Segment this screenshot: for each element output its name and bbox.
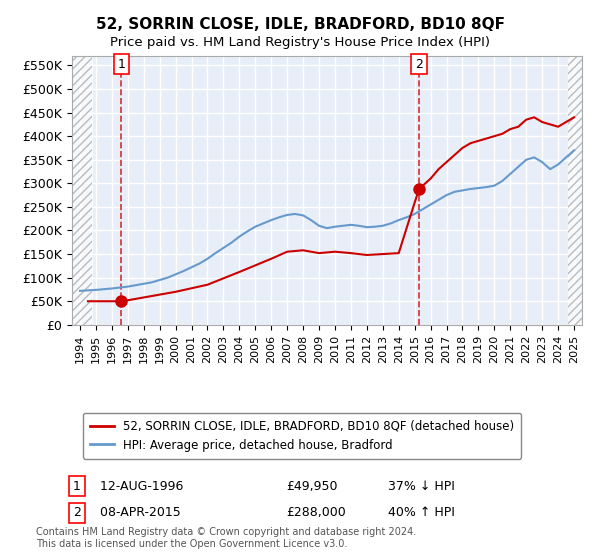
52, SORRIN CLOSE, IDLE, BRADFORD, BD10 8QF (detached house) <box>554 123 562 130</box>
Text: £49,950: £49,950 <box>286 479 338 493</box>
HPI: Average price, detached house, Bradford: (1.99e+03, 7.2e+04): Average price, detached house, Bradford:… <box>76 287 83 294</box>
52, SORRIN CLOSE, IDLE, BRADFORD, BD10 8QF (detached house) <box>515 123 522 130</box>
52, SORRIN CLOSE, IDLE, BRADFORD, BD10 8QF (detached house) <box>547 121 554 128</box>
52, SORRIN CLOSE, IDLE, BRADFORD, BD10 8QF (detached house) <box>562 119 569 125</box>
HPI: Average price, detached house, Bradford: (2.01e+03, 2.05e+05): Average price, detached house, Bradford:… <box>323 225 331 231</box>
52, SORRIN CLOSE, IDLE, BRADFORD, BD10 8QF (detached house) <box>140 294 148 301</box>
Bar <box>568 56 582 325</box>
52, SORRIN CLOSE, IDLE, BRADFORD, BD10 8QF (detached house) <box>435 166 442 172</box>
52, SORRIN CLOSE, IDLE, BRADFORD, BD10 8QF (detached house) <box>523 116 530 123</box>
Bar <box>72 56 92 325</box>
52, SORRIN CLOSE, IDLE, BRADFORD, BD10 8QF (detached house) <box>284 248 291 255</box>
Text: 08-APR-2015: 08-APR-2015 <box>92 506 181 520</box>
52, SORRIN CLOSE, IDLE, BRADFORD, BD10 8QF (detached house) <box>268 255 275 262</box>
Legend: 52, SORRIN CLOSE, IDLE, BRADFORD, BD10 8QF (detached house), HPI: Average price,: 52, SORRIN CLOSE, IDLE, BRADFORD, BD10 8… <box>83 413 521 459</box>
Line: 52, SORRIN CLOSE, IDLE, BRADFORD, BD10 8QF (detached house): 52, SORRIN CLOSE, IDLE, BRADFORD, BD10 8… <box>88 117 574 301</box>
Line: HPI: Average price, detached house, Bradford: HPI: Average price, detached house, Brad… <box>80 150 574 291</box>
HPI: Average price, detached house, Bradford: (2.02e+03, 2.45e+05): Average price, detached house, Bradford:… <box>419 206 426 213</box>
52, SORRIN CLOSE, IDLE, BRADFORD, BD10 8QF (detached house) <box>118 298 125 305</box>
52, SORRIN CLOSE, IDLE, BRADFORD, BD10 8QF (detached house) <box>415 185 422 192</box>
52, SORRIN CLOSE, IDLE, BRADFORD, BD10 8QF (detached house) <box>379 251 386 258</box>
52, SORRIN CLOSE, IDLE, BRADFORD, BD10 8QF (detached house) <box>85 298 92 305</box>
52, SORRIN CLOSE, IDLE, BRADFORD, BD10 8QF (detached house) <box>499 130 506 137</box>
52, SORRIN CLOSE, IDLE, BRADFORD, BD10 8QF (detached house) <box>316 250 323 256</box>
52, SORRIN CLOSE, IDLE, BRADFORD, BD10 8QF (detached house) <box>483 135 490 142</box>
52, SORRIN CLOSE, IDLE, BRADFORD, BD10 8QF (detached house) <box>459 144 466 151</box>
Text: 52, SORRIN CLOSE, IDLE, BRADFORD, BD10 8QF: 52, SORRIN CLOSE, IDLE, BRADFORD, BD10 8… <box>95 17 505 32</box>
Text: 2: 2 <box>415 58 423 71</box>
Text: 1: 1 <box>118 58 125 71</box>
Bar <box>568 56 582 325</box>
52, SORRIN CLOSE, IDLE, BRADFORD, BD10 8QF (detached house) <box>395 250 403 256</box>
52, SORRIN CLOSE, IDLE, BRADFORD, BD10 8QF (detached house) <box>331 248 338 255</box>
52, SORRIN CLOSE, IDLE, BRADFORD, BD10 8QF (detached house) <box>172 288 179 295</box>
52, SORRIN CLOSE, IDLE, BRADFORD, BD10 8QF (detached house) <box>491 133 498 139</box>
Bar <box>72 56 92 325</box>
52, SORRIN CLOSE, IDLE, BRADFORD, BD10 8QF (detached house) <box>443 158 450 165</box>
HPI: Average price, detached house, Bradford: (2.02e+03, 3.55e+05): Average price, detached house, Bradford:… <box>562 154 569 161</box>
52, SORRIN CLOSE, IDLE, BRADFORD, BD10 8QF (detached house) <box>204 281 211 288</box>
52, SORRIN CLOSE, IDLE, BRADFORD, BD10 8QF (detached house) <box>571 114 578 120</box>
HPI: Average price, detached house, Bradford: (2.02e+03, 3.7e+05): Average price, detached house, Bradford:… <box>571 147 578 153</box>
HPI: Average price, detached house, Bradford: (2.01e+03, 2.22e+05): Average price, detached house, Bradford:… <box>307 217 314 223</box>
Text: 40% ↑ HPI: 40% ↑ HPI <box>388 506 455 520</box>
52, SORRIN CLOSE, IDLE, BRADFORD, BD10 8QF (detached house) <box>539 119 546 125</box>
52, SORRIN CLOSE, IDLE, BRADFORD, BD10 8QF (detached house) <box>467 140 474 147</box>
Text: Price paid vs. HM Land Registry's House Price Index (HPI): Price paid vs. HM Land Registry's House … <box>110 36 490 49</box>
HPI: Average price, detached house, Bradford: (2e+03, 1.74e+05): Average price, detached house, Bradford:… <box>228 239 235 246</box>
Text: 2: 2 <box>73 506 81 520</box>
Text: 12-AUG-1996: 12-AUG-1996 <box>92 479 184 493</box>
Text: Contains HM Land Registry data © Crown copyright and database right 2024.
This d: Contains HM Land Registry data © Crown c… <box>36 527 416 549</box>
52, SORRIN CLOSE, IDLE, BRADFORD, BD10 8QF (detached house) <box>506 126 514 133</box>
Text: 37% ↓ HPI: 37% ↓ HPI <box>388 479 455 493</box>
Text: 1: 1 <box>73 479 81 493</box>
52, SORRIN CLOSE, IDLE, BRADFORD, BD10 8QF (detached house) <box>299 247 307 254</box>
52, SORRIN CLOSE, IDLE, BRADFORD, BD10 8QF (detached house) <box>347 250 355 256</box>
Text: £288,000: £288,000 <box>286 506 346 520</box>
HPI: Average price, detached house, Bradford: (2e+03, 1.52e+05): Average price, detached house, Bradford:… <box>212 250 219 256</box>
52, SORRIN CLOSE, IDLE, BRADFORD, BD10 8QF (detached house) <box>530 114 538 120</box>
52, SORRIN CLOSE, IDLE, BRADFORD, BD10 8QF (detached house) <box>451 152 458 158</box>
52, SORRIN CLOSE, IDLE, BRADFORD, BD10 8QF (detached house) <box>475 138 482 144</box>
52, SORRIN CLOSE, IDLE, BRADFORD, BD10 8QF (detached house) <box>236 269 243 276</box>
52, SORRIN CLOSE, IDLE, BRADFORD, BD10 8QF (detached house) <box>363 251 370 258</box>
52, SORRIN CLOSE, IDLE, BRADFORD, BD10 8QF (detached house) <box>427 175 434 182</box>
52, SORRIN CLOSE, IDLE, BRADFORD, BD10 8QF (detached house) <box>132 296 139 302</box>
52, SORRIN CLOSE, IDLE, BRADFORD, BD10 8QF (detached house) <box>124 297 131 304</box>
